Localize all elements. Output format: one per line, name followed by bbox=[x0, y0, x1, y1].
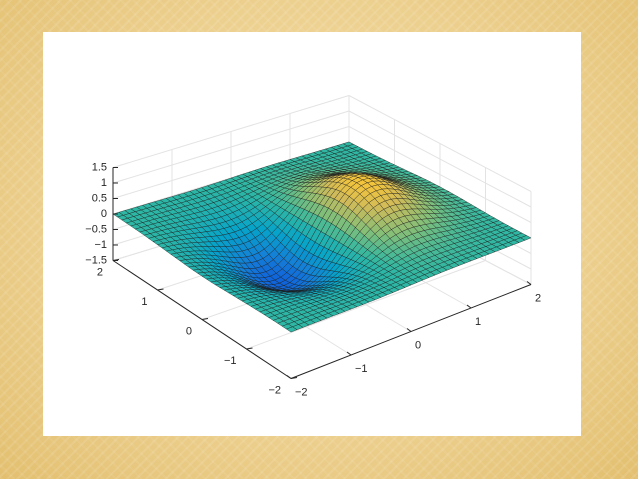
back-wall-grid-line bbox=[112, 126, 350, 199]
x-tick-mark bbox=[526, 281, 532, 285]
slide-panel: −1.5 −1 −0.5 0 0.5 1 1.5 −2 −1 0 1 2 −2 −1 0 1 2 bbox=[43, 32, 581, 436]
x-tick-label: −1 bbox=[355, 363, 368, 375]
back-wall-grid-line bbox=[112, 110, 350, 184]
x-tick-mark bbox=[466, 304, 472, 309]
side-wall-grid-line bbox=[348, 95, 532, 192]
z-tick-label: 1.5 bbox=[92, 161, 107, 173]
x-tick-label: −2 bbox=[295, 386, 308, 398]
x-tick-mark bbox=[286, 375, 292, 379]
tick-labels: −1.5 −1 −0.5 0 0.5 1 1.5 −2 −1 0 1 2 −2 −1 0 1 2 bbox=[85, 161, 541, 398]
x-tick-label: 2 bbox=[535, 292, 541, 304]
z-tick-label: 0.5 bbox=[92, 192, 107, 204]
y-tick-label: 1 bbox=[141, 296, 147, 308]
y-tick-label: 0 bbox=[186, 325, 192, 337]
z-tick-label: −0.5 bbox=[85, 223, 107, 235]
x-tick-mark bbox=[346, 351, 352, 356]
back-wall-grid-line bbox=[112, 95, 350, 168]
y-tick-mark bbox=[201, 318, 209, 320]
x-tick-label: 1 bbox=[475, 316, 481, 328]
z-tick-label: −1 bbox=[94, 239, 107, 251]
y-tick-mark bbox=[157, 288, 164, 291]
y-tick-mark bbox=[246, 347, 253, 350]
z-tick-label: 1 bbox=[101, 177, 107, 189]
surface-mesh bbox=[112, 141, 532, 333]
side-wall-grid-line bbox=[348, 126, 532, 223]
z-tick-label: −1.5 bbox=[85, 254, 107, 266]
y-tick-mark bbox=[112, 259, 120, 261]
y-tick-label: −2 bbox=[268, 384, 281, 396]
y-tick-label: 2 bbox=[97, 266, 103, 278]
z-tick-label: 0 bbox=[101, 208, 107, 220]
x-tick-label: 0 bbox=[415, 339, 421, 351]
surface-plot: −1.5 −1 −0.5 0 0.5 1 1.5 −2 −1 0 1 2 −2 −1 0 1 2 bbox=[85, 95, 541, 398]
floor-grid-line bbox=[246, 260, 486, 350]
y-tick-mark bbox=[290, 377, 298, 379]
y-tick-label: −1 bbox=[224, 355, 237, 367]
side-wall-grid-line bbox=[348, 110, 532, 208]
x-tick-mark bbox=[406, 328, 412, 332]
surface-face bbox=[286, 326, 298, 333]
